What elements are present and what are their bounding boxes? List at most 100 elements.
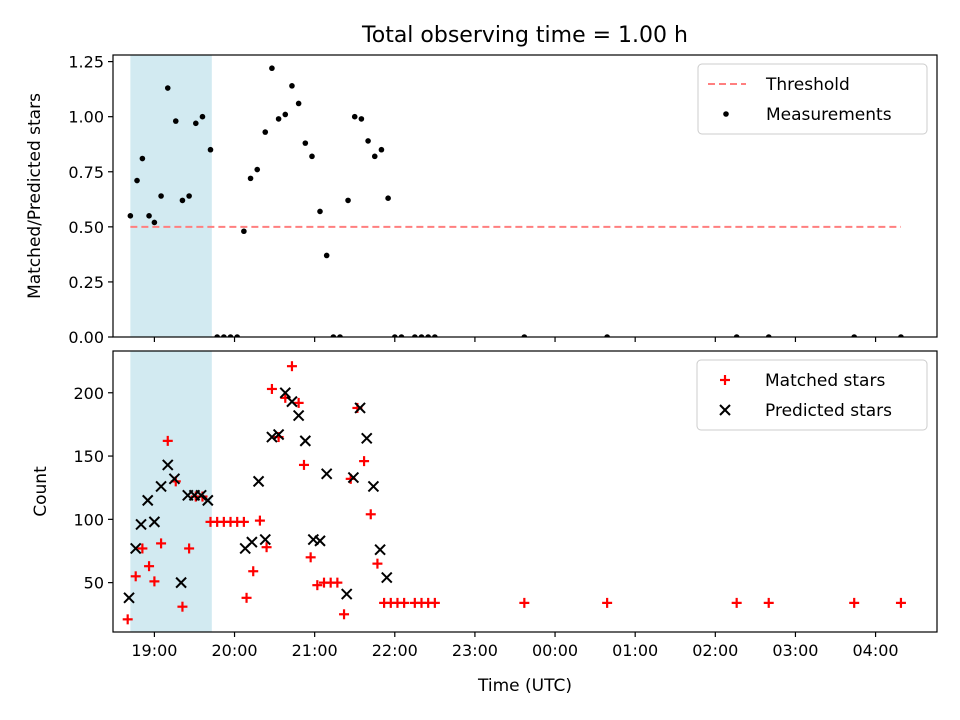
measurement-point xyxy=(898,334,904,337)
legend-box xyxy=(696,359,928,431)
matched-star-point xyxy=(332,577,343,588)
matched-star-point xyxy=(184,543,195,554)
matched-star-point xyxy=(312,580,323,591)
matched-star-point xyxy=(305,552,316,563)
predicted-star-point xyxy=(155,480,167,493)
y-tick-label: 0.50 xyxy=(68,218,104,237)
predicted-star-point xyxy=(341,588,353,600)
measurement-point xyxy=(262,129,269,135)
measurement-point xyxy=(418,334,425,337)
matched-star-point xyxy=(372,558,383,569)
predicted-star-point xyxy=(148,516,161,528)
legend-label: Threshold xyxy=(765,75,850,95)
predicted-star-point xyxy=(286,395,298,408)
measurement-point xyxy=(412,334,418,337)
predicted-star-point xyxy=(202,494,214,507)
measurement-point xyxy=(254,166,261,173)
y-tick-label: 1.25 xyxy=(68,53,104,72)
matched-star-point xyxy=(261,542,272,553)
measurement-point xyxy=(365,138,371,144)
y-axis-label: Count xyxy=(31,466,51,517)
x-tick-label: 04:00 xyxy=(853,641,899,660)
measurement-point xyxy=(604,334,610,337)
measurement-point xyxy=(371,153,378,160)
predicted-star-point xyxy=(279,387,291,399)
measurement-point xyxy=(139,155,146,162)
predicted-star-point xyxy=(129,542,142,555)
legend-label: Predicted stars xyxy=(765,401,892,421)
x-tick-label: 23:00 xyxy=(452,641,498,660)
measurement-point xyxy=(214,334,220,337)
measurement-point xyxy=(179,197,186,204)
measurement-point xyxy=(193,120,199,127)
measurement-point xyxy=(378,146,385,153)
measurement-point xyxy=(127,213,134,219)
legend-label: Measurements xyxy=(766,105,892,125)
matched-star-point xyxy=(241,592,252,603)
predicted-star-point xyxy=(175,576,187,589)
y-tick-label: 50 xyxy=(84,574,104,593)
observing-window-shade xyxy=(130,55,212,337)
matched-star-point xyxy=(238,516,249,527)
matched-star-point xyxy=(122,614,133,625)
x-tick-label: 00:00 xyxy=(532,641,578,660)
y-tick-label: 200 xyxy=(73,384,104,403)
x-tick-label: 03:00 xyxy=(772,641,818,660)
x-tick-label: 19:00 xyxy=(131,641,177,660)
bottom-panel: 19:00 20:00 21:00 22:00 23:00 00:00 01:00 02:00… xyxy=(31,350,938,660)
predicted-star-point xyxy=(354,402,366,414)
matched-star-point xyxy=(149,576,160,587)
predicted-star-point xyxy=(162,459,174,471)
measurement-point xyxy=(199,113,206,120)
x-axis-label: Time (UTC) xyxy=(477,676,572,696)
matched-star-point xyxy=(429,597,440,608)
predicted-star-point xyxy=(135,518,147,531)
predicted-star-point xyxy=(374,544,386,556)
predicted-star-point xyxy=(314,535,326,547)
measurement-point xyxy=(345,197,351,204)
predicted-star-point xyxy=(347,471,360,484)
measurement-point xyxy=(186,193,192,199)
plot-area xyxy=(122,351,906,632)
matched-star-point xyxy=(731,597,742,608)
measurement-point xyxy=(221,334,227,337)
matched-star-point xyxy=(339,609,350,620)
matched-star-point xyxy=(519,597,530,608)
measurement-point xyxy=(317,208,323,215)
y-tick-label: 1.00 xyxy=(68,108,104,127)
legend: Matched stars Predicted stars xyxy=(696,359,928,431)
series-predicted-stars xyxy=(123,387,393,604)
measurement-point xyxy=(234,334,241,337)
matched-star-point xyxy=(156,538,167,549)
measurement-point xyxy=(269,65,275,72)
measurement-point xyxy=(358,116,365,122)
measurement-point xyxy=(295,100,302,107)
predicted-star-point xyxy=(292,409,305,422)
y-tick-label: 0.00 xyxy=(68,328,104,347)
matched-star-point xyxy=(399,597,410,608)
predicted-star-point xyxy=(320,468,333,480)
matched-star-point xyxy=(298,459,309,470)
legend-measurement-swatch xyxy=(723,111,729,117)
measurement-point xyxy=(851,334,857,337)
measurement-point xyxy=(302,140,309,146)
y-tick-label: 100 xyxy=(73,510,104,529)
series-matched-stars xyxy=(122,361,906,625)
matched-star-point xyxy=(130,571,141,582)
x-tick-label: 22:00 xyxy=(372,641,418,660)
measurement-point xyxy=(385,195,391,202)
measurement-point xyxy=(330,334,337,337)
predicted-star-point xyxy=(259,533,271,546)
legend-predicted-swatch xyxy=(719,404,731,416)
measurement-point xyxy=(146,213,152,219)
predicted-star-point xyxy=(299,435,312,447)
matched-star-point xyxy=(359,456,370,467)
measurement-point xyxy=(765,334,772,337)
figure-title: Total observing time = 1.00 h xyxy=(361,23,688,48)
predicted-star-point xyxy=(266,431,278,443)
predicted-star-point xyxy=(272,428,285,441)
matched-star-point xyxy=(602,597,613,608)
y-tick-label: 150 xyxy=(73,447,104,466)
axes-frame xyxy=(112,54,938,338)
measurement-point xyxy=(432,334,438,337)
